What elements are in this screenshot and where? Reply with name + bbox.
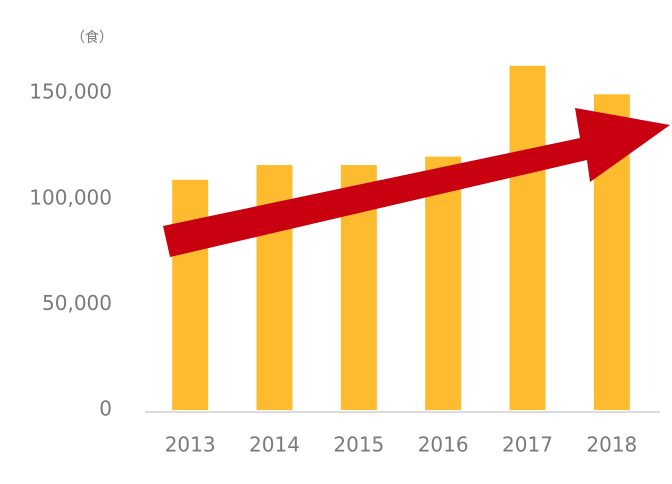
bar bbox=[425, 156, 462, 410]
y-unit-label: （食） bbox=[71, 29, 113, 46]
x-tick-label: 2014 bbox=[249, 433, 300, 457]
y-tick-label: 50,000 bbox=[42, 291, 112, 315]
x-tick-label: 2015 bbox=[333, 433, 384, 457]
x-tick-label: 2018 bbox=[586, 433, 637, 457]
y-tick-label: 100,000 bbox=[29, 185, 112, 209]
x-tick-label: 2017 bbox=[502, 433, 553, 457]
bar bbox=[172, 179, 209, 410]
bar bbox=[509, 65, 546, 411]
trend-arrow bbox=[163, 108, 670, 257]
x-tick-label: 2013 bbox=[165, 433, 216, 457]
y-tick-label: 150,000 bbox=[29, 80, 112, 104]
y-tick-label: 0 bbox=[99, 397, 112, 421]
x-tick-label: 2016 bbox=[418, 433, 469, 457]
